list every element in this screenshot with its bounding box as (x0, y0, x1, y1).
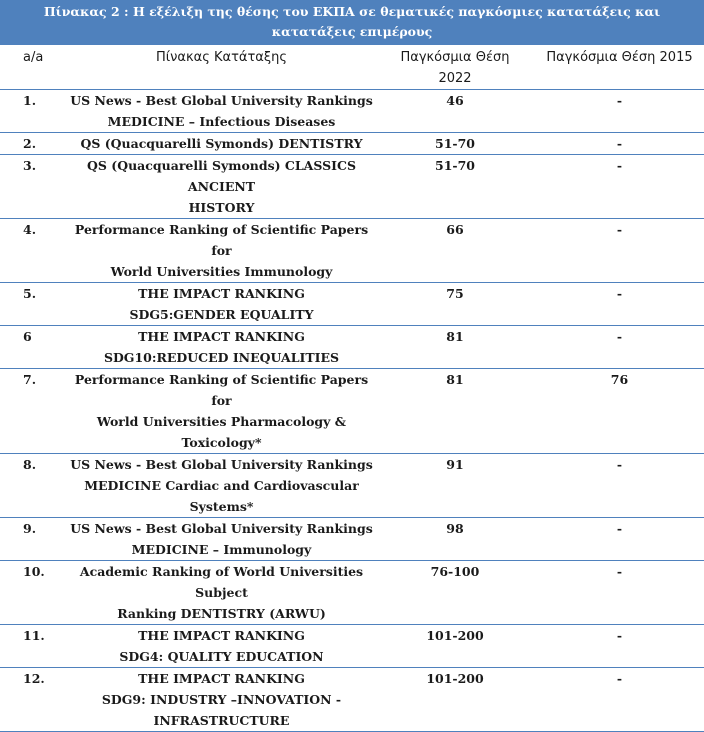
ranking-name-line: SDG5:GENDER EQUALITY (129, 307, 314, 322)
ranking-name-line: World Universities Immunology (110, 264, 333, 279)
table-row: 12. THE IMPACT RANKING SDG9: INDUSTRY –INN… (0, 667, 704, 732)
position-2015: - (535, 89, 704, 133)
ranking-name-line: SDG10:REDUCED INEQUALITIES (103, 350, 340, 365)
position-2022: 91 (375, 453, 535, 518)
ranking-name-line: Ranking DENTISTRY (ARWU) (117, 606, 326, 621)
table-row: 11. THE IMPACT RANKING SDG4: QUALITY EDUCA… (0, 624, 704, 668)
row-number: 1. (0, 89, 68, 133)
position-2015: - (535, 624, 704, 668)
rankings-table: a/a Πίνακας Κατάταξης Παγκόσμια Θέση 202… (0, 45, 704, 732)
ranking-name-line: INFRASTRUCTURE (153, 713, 290, 728)
position-2015: - (535, 325, 704, 369)
row-number: 2. (0, 132, 68, 155)
ranking-name: THE IMPACT RANKING SDG9: INDUSTRY –INNOVA… (68, 667, 375, 732)
ranking-name-line: THE IMPACT RANKING (138, 628, 305, 643)
table-caption: Πίνακας 2 : Η εξέλιξη της θέσης του ΕΚΠΑ… (0, 0, 704, 59)
ranking-name: QS (Quacquarelli Symonds) CLASSICS ANCIE… (68, 154, 375, 219)
ranking-name-line: THE IMPACT RANKING (138, 329, 305, 344)
position-2022: 66 (375, 218, 535, 283)
position-2022: 46 (375, 89, 535, 133)
header-ranking-table: Πίνακας Κατάταξης (68, 45, 375, 90)
row-number: 11. (0, 624, 68, 668)
table-row: 1. US News - Best Global University Ranki… (0, 89, 704, 133)
ranking-name-line: QS (Quacquarelli Symonds) DENTISTRY (80, 136, 363, 151)
ranking-name: THE IMPACT RANKING SDG10:REDUCED INEQUALI… (68, 325, 375, 369)
table-row: 10. Academic Ranking of World Universitie… (0, 560, 704, 625)
ranking-name-line: US News - Best Global University Ranking… (70, 457, 373, 472)
position-2022: 98 (375, 517, 535, 561)
table-row: 8. US News - Best Global University Ranki… (0, 453, 704, 518)
position-2022: 76-100 (375, 560, 535, 625)
position-2015: - (535, 517, 704, 561)
position-2015: - (535, 154, 704, 219)
table-row: 2. QS (Quacquarelli Symonds) DENTISTRY 51-… (0, 132, 704, 155)
ranking-name-line: QS (Quacquarelli Symonds) CLASSICS ANCIE… (87, 158, 356, 194)
position-2022: 75 (375, 282, 535, 326)
caption-line-1: Πίνακας 2 : Η εξέλιξη της θέσης του ΕΚΠΑ… (43, 4, 661, 39)
position-2022: 81 (375, 368, 535, 454)
header-position-2015: Παγκόσμια Θέση 2015 (535, 45, 704, 90)
ranking-name-line: HISTORY (188, 200, 255, 215)
row-number: 6 (0, 325, 68, 369)
position-2015: - (535, 453, 704, 518)
ranking-name-line: THE IMPACT RANKING (138, 286, 305, 301)
row-number: 4. (0, 218, 68, 283)
position-2022: 51-70 (375, 154, 535, 219)
ranking-name: Performance Ranking of Scientific Papers… (68, 218, 375, 283)
position-2015: - (535, 282, 704, 326)
ranking-name-line: MEDICINE – Infectious Diseases (107, 114, 336, 129)
ranking-name-line: SDG4: QUALITY EDUCATION (119, 649, 324, 664)
position-2015: - (535, 560, 704, 625)
row-number: 12. (0, 667, 68, 732)
ranking-name-line: MEDICINE – Immunology (131, 542, 312, 557)
header-position-2022: Παγκόσμια Θέση 2022 (375, 45, 535, 90)
ranking-name: US News - Best Global University Ranking… (68, 89, 375, 133)
row-number: 7. (0, 368, 68, 454)
table-row: 6 THE IMPACT RANKING SDG10:REDUCED INEQUAL… (0, 325, 704, 369)
position-2022: 101-200 (375, 667, 535, 732)
row-number: 5. (0, 282, 68, 326)
table-row: 3. QS (Quacquarelli Symonds) CLASSICS ANC… (0, 154, 704, 219)
ranking-name-line: THE IMPACT RANKING (138, 671, 305, 686)
row-number: 8. (0, 453, 68, 518)
position-2015: - (535, 218, 704, 283)
rankings-table-body: a/a Πίνακας Κατάταξης Παγκόσμια Θέση 202… (0, 45, 704, 732)
position-2015: - (535, 667, 704, 732)
position-2015: 76 (535, 368, 704, 454)
row-number: 9. (0, 517, 68, 561)
table-row: 9. US News - Best Global University Ranki… (0, 517, 704, 561)
row-number: 3. (0, 154, 68, 219)
ranking-name: US News - Best Global University Ranking… (68, 517, 375, 561)
row-number: 10. (0, 560, 68, 625)
table-row: 5. THE IMPACT RANKING SDG5:GENDER EQUALITY… (0, 282, 704, 326)
position-2022: 81 (375, 325, 535, 369)
ranking-name-line: Academic Ranking of World Universities S… (79, 564, 364, 600)
table-row: 7. Performance Ranking of Scientific Pape… (0, 368, 704, 454)
header-row: a/a Πίνακας Κατάταξης Παγκόσμια Θέση 202… (0, 45, 704, 90)
table-row: 4. Performance Ranking of Scientific Pape… (0, 218, 704, 283)
position-2022: 51-70 (375, 132, 535, 155)
position-2022: 101-200 (375, 624, 535, 668)
ranking-name-line: MEDICINE Cardiac and Cardiovascular Syst… (84, 478, 359, 514)
ranking-name: Performance Ranking of Scientific Papers… (68, 368, 375, 454)
ranking-name: US News - Best Global University Ranking… (68, 453, 375, 518)
ranking-name-line: World Universities Pharmacology & Toxico… (96, 414, 347, 450)
ranking-name: Academic Ranking of World Universities S… (68, 560, 375, 625)
ranking-name: THE IMPACT RANKING SDG4: QUALITY EDUCATIO… (68, 624, 375, 668)
ranking-name: QS (Quacquarelli Symonds) DENTISTRY (68, 132, 375, 155)
header-position-2022-line2: 2022 (438, 71, 472, 86)
ranking-name-line: SDG9: INDUSTRY –INNOVATION - (101, 692, 342, 707)
header-aa: a/a (0, 45, 68, 90)
ranking-name-line: US News - Best Global University Ranking… (70, 93, 373, 108)
header-position-2022-line1: Παγκόσμια Θέση (400, 50, 510, 65)
ranking-name-line: US News - Best Global University Ranking… (70, 521, 373, 536)
ranking-name-line: Performance Ranking of Scientific Papers… (74, 222, 369, 258)
position-2015: - (535, 132, 704, 155)
ranking-name-line: Performance Ranking of Scientific Papers… (74, 372, 369, 408)
ranking-name: THE IMPACT RANKING SDG5:GENDER EQUALITY (68, 282, 375, 326)
